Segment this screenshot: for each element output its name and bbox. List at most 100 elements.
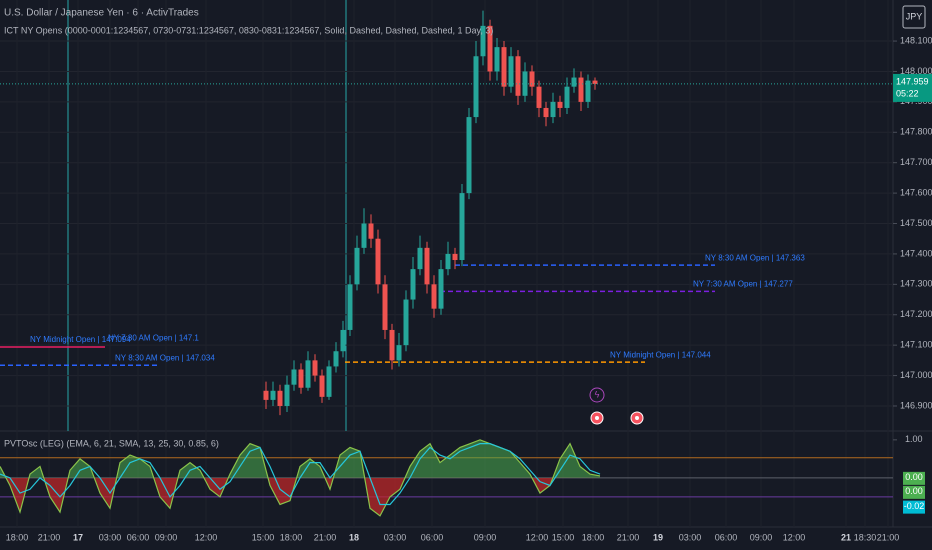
event-icon: ϟ bbox=[595, 389, 600, 399]
candle-body bbox=[438, 269, 444, 309]
x-tick-label: 17 bbox=[73, 532, 83, 542]
candle-body bbox=[396, 345, 402, 361]
y-tick-label: 147.700 bbox=[900, 157, 932, 167]
x-tick-label: 21:00 bbox=[617, 532, 640, 542]
level-label: NY 8:30 AM Open | 147.363 bbox=[705, 253, 805, 262]
y-tick-label: 147.400 bbox=[900, 248, 932, 258]
candle-body bbox=[543, 107, 549, 118]
x-tick-label: 03:00 bbox=[99, 532, 122, 542]
candle-body bbox=[501, 47, 507, 87]
osc-line bbox=[0, 443, 601, 506]
x-tick-label: 19 bbox=[653, 532, 663, 542]
currency[interactable]: JPY bbox=[906, 11, 923, 21]
x-tick-label: 09:00 bbox=[750, 532, 773, 542]
y-tick-label: 146.900 bbox=[900, 400, 932, 410]
level-label: NY 7:30 AM Open | 147.1 bbox=[108, 333, 199, 342]
x-tick-label: 03:00 bbox=[384, 532, 407, 542]
y-tick-label: 147.100 bbox=[900, 340, 932, 350]
candle-body bbox=[305, 360, 311, 388]
event-dot bbox=[635, 416, 639, 420]
candle-body bbox=[557, 101, 563, 108]
candle-body bbox=[578, 77, 584, 102]
x-tick-label: 09:00 bbox=[474, 532, 497, 542]
value-tag-label: 0.00 bbox=[905, 472, 923, 482]
price-tag-value: 147.959 bbox=[896, 76, 929, 86]
price-tag-countdown: 05:22 bbox=[896, 88, 919, 98]
x-tick-label: 12:00 bbox=[526, 532, 549, 542]
y-tick-label: 147.000 bbox=[900, 370, 932, 380]
candle-body bbox=[564, 86, 570, 108]
candle-body bbox=[340, 329, 346, 352]
x-tick-label: 21:00 bbox=[38, 532, 61, 542]
candle-body bbox=[571, 77, 577, 87]
candle-body bbox=[550, 101, 556, 118]
y-tick-label: 147.500 bbox=[900, 218, 932, 228]
candle-body bbox=[452, 253, 458, 261]
x-tick-label: 21:00 bbox=[877, 532, 900, 542]
candle-body bbox=[494, 47, 500, 72]
value-tag-label: 0.00 bbox=[905, 486, 923, 496]
candle-body bbox=[326, 366, 332, 397]
event-dot bbox=[595, 416, 599, 420]
candle-body bbox=[445, 253, 451, 270]
x-tick-label: 21:00 bbox=[314, 532, 337, 542]
candle-body bbox=[270, 390, 276, 400]
x-tick-label: 06:00 bbox=[421, 532, 444, 542]
oscillator-title[interactable]: PVTOsc (LEG) (EMA, 6, 21, SMA, 13, 25, 3… bbox=[4, 438, 219, 448]
y-tick-label: 147.600 bbox=[900, 187, 932, 197]
x-tick-label: 18:00 bbox=[582, 532, 605, 542]
x-tick-label: 18:00 bbox=[280, 532, 303, 542]
candle-body bbox=[298, 369, 304, 388]
candle-body bbox=[312, 360, 318, 376]
candle-body bbox=[263, 390, 269, 400]
candle-body bbox=[403, 299, 409, 346]
price-tag bbox=[893, 73, 932, 102]
value-tag bbox=[903, 500, 925, 514]
x-tick-label: 18:30 bbox=[854, 532, 877, 542]
y-tick-label: 147.200 bbox=[900, 309, 932, 319]
y-tick-label: 147.800 bbox=[900, 127, 932, 137]
y-tick-label: 148.000 bbox=[900, 66, 932, 76]
candle-body bbox=[277, 390, 283, 406]
x-tick-label: 15:00 bbox=[252, 532, 275, 542]
value-tag bbox=[903, 485, 925, 499]
candle-body bbox=[508, 56, 514, 87]
candle-body bbox=[368, 223, 374, 239]
candle-body bbox=[291, 369, 297, 385]
candle-body bbox=[361, 223, 367, 248]
candle-body bbox=[592, 80, 598, 84]
candle-body bbox=[480, 25, 486, 57]
area-negative bbox=[5, 477, 553, 516]
candle-body bbox=[354, 247, 360, 285]
indicator-title[interactable]: ICT NY Opens (0000-0001:1234567, 0730-07… bbox=[4, 25, 493, 35]
level-label: NY 7:30 AM Open | 147.277 bbox=[693, 279, 793, 288]
candle-body bbox=[473, 56, 479, 118]
candle-body bbox=[375, 238, 381, 285]
candle-body bbox=[459, 193, 465, 261]
candle-body bbox=[319, 375, 325, 397]
candle-body bbox=[417, 247, 423, 270]
symbol-title: U.S. Dollar / Japanese Yen · 6 · ActivTr… bbox=[4, 8, 199, 19]
candle-body bbox=[424, 247, 430, 285]
candle-body bbox=[333, 351, 339, 367]
candle-body bbox=[410, 269, 416, 300]
level-label: NY Midnight Open | 147.044 bbox=[610, 350, 711, 359]
y-tick-label: 147.300 bbox=[900, 279, 932, 289]
x-tick-label: 18:00 bbox=[6, 532, 29, 542]
candle-body bbox=[585, 80, 591, 102]
candle-body bbox=[487, 25, 493, 72]
x-tick-label: 12:00 bbox=[195, 532, 218, 542]
level-label: NY 8:30 AM Open | 147.034 bbox=[115, 353, 215, 362]
candle-body bbox=[431, 284, 437, 309]
candle-body bbox=[529, 71, 535, 87]
currency-box[interactable] bbox=[902, 5, 926, 29]
candle-body bbox=[515, 56, 521, 96]
x-tick-label: 15:00 bbox=[552, 532, 575, 542]
y-tick-label: 1.00 bbox=[905, 434, 923, 444]
event-marker[interactable] bbox=[589, 387, 605, 403]
value-tag-label: -0.02 bbox=[904, 501, 925, 511]
x-tick-label: 06:00 bbox=[127, 532, 150, 542]
x-tick-label: 06:00 bbox=[715, 532, 738, 542]
